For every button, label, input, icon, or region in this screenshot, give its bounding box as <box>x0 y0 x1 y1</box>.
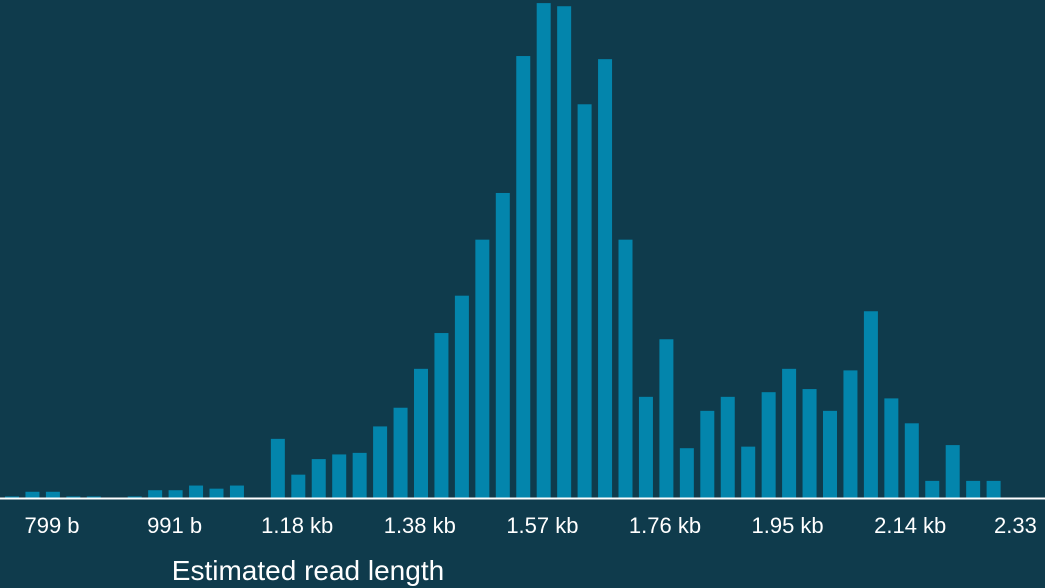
histogram-bar <box>311 459 326 498</box>
histogram-bar <box>863 311 878 498</box>
histogram-bar <box>86 496 101 498</box>
histogram-bar <box>414 368 428 498</box>
histogram-bar <box>270 438 285 498</box>
histogram-bar <box>823 410 837 498</box>
histogram-bar <box>638 396 653 498</box>
histogram-bar <box>168 490 183 498</box>
x-tick-label: 1.38 kb <box>384 513 456 538</box>
histogram-bar <box>5 496 19 498</box>
histogram-bar <box>495 192 510 499</box>
histogram-bar <box>659 339 674 498</box>
histogram-bar <box>536 3 551 499</box>
histogram-bar <box>557 6 572 498</box>
x-tick-label: 799 b <box>24 513 79 538</box>
histogram-bar <box>700 410 715 498</box>
x-tick-labels: 799 b 991 b 1.18 kb 1.38 kb 1.57 kb 1.76 kb 1.… <box>24 513 1036 538</box>
histogram-bar <box>189 485 204 498</box>
histogram-bar <box>475 239 490 498</box>
histogram-bar <box>618 239 633 498</box>
histogram-bar <box>127 496 142 498</box>
histogram-bar <box>986 480 1001 498</box>
histogram-bar <box>904 423 919 498</box>
histogram-bar <box>352 452 367 498</box>
x-tick-label: 2.33 <box>994 513 1037 538</box>
histogram-bar <box>925 480 940 498</box>
histogram-bar <box>393 407 408 498</box>
histogram-bar <box>843 370 858 498</box>
histogram-bar <box>66 496 81 498</box>
histogram-bar <box>782 368 797 498</box>
histogram-bar <box>148 490 163 498</box>
x-tick-label: 2.14 kb <box>874 513 946 538</box>
histogram-bar <box>966 480 981 498</box>
x-tick-label: 1.76 kb <box>629 513 701 538</box>
histogram-bar <box>434 333 449 498</box>
histogram-bar <box>679 448 694 498</box>
histogram-bar <box>598 59 613 498</box>
x-tick-label: 1.57 kb <box>506 513 578 538</box>
histogram-bar <box>741 446 756 498</box>
histogram-bar <box>25 491 40 498</box>
bars-group <box>5 3 1001 499</box>
histogram-bar <box>884 398 899 498</box>
histogram-bar <box>577 104 592 499</box>
histogram-bar <box>373 426 388 498</box>
histogram-bar <box>761 392 776 499</box>
x-tick-label: 1.95 kb <box>752 513 824 538</box>
histogram-bar <box>229 485 244 498</box>
histogram-bar <box>45 491 60 498</box>
x-axis-title: Estimated read length <box>172 555 444 586</box>
histogram-bar <box>802 389 817 498</box>
histogram-bar <box>291 474 306 498</box>
histogram-bar <box>516 56 531 498</box>
x-tick-label: 1.18 kb <box>261 513 333 538</box>
histogram-bar <box>720 396 735 498</box>
histogram-bar <box>209 488 224 498</box>
histogram-bar <box>332 454 347 499</box>
histogram-bar <box>454 295 469 498</box>
histogram-bar <box>945 445 960 498</box>
x-tick-label: 991 b <box>147 513 202 538</box>
